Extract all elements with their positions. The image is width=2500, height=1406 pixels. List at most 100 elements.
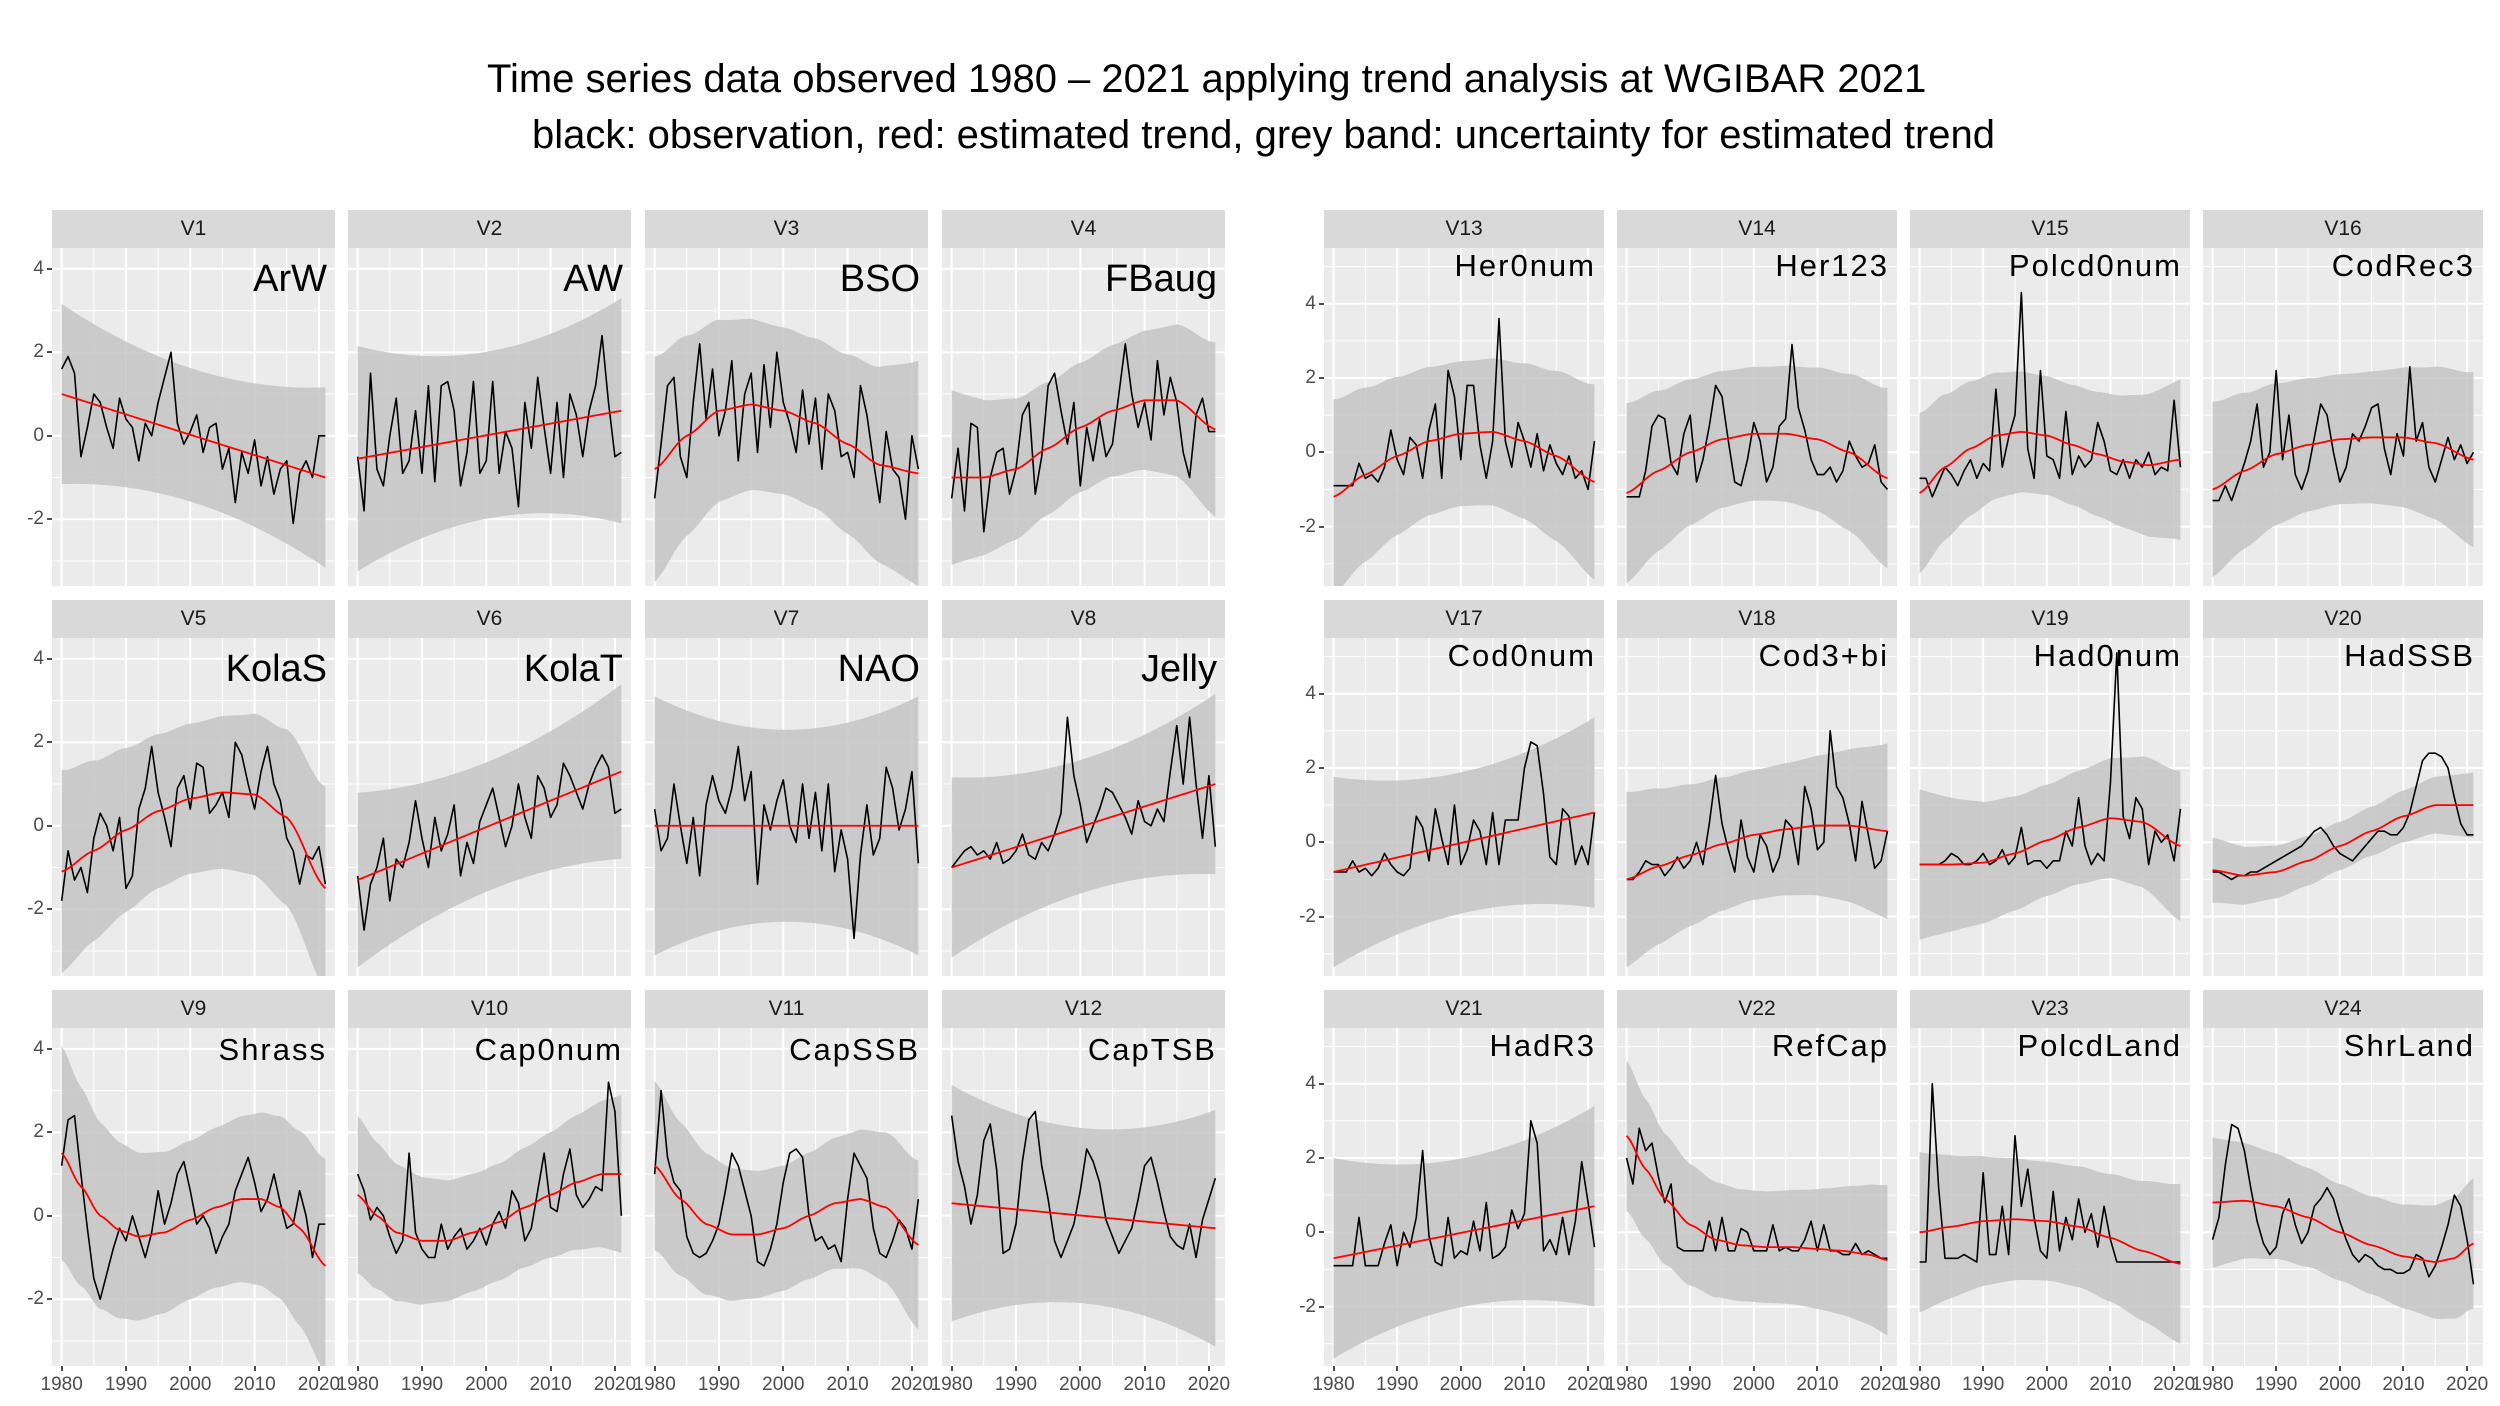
trend-series <box>357 409 622 460</box>
trend-series <box>2212 1199 2474 1263</box>
x-tick-label: 1990 <box>1962 1374 2005 1395</box>
y-tick-label: 4 <box>33 647 44 669</box>
facet-panel-v22: V22 RefCap <box>1617 990 1897 1366</box>
facet-series-label: RefCap <box>1771 1028 1889 1063</box>
plot-svg <box>1617 638 1897 976</box>
facet-panel-v5: V5 KolaS <box>52 600 335 976</box>
x-tick-label: 1980 <box>1312 1374 1355 1395</box>
facet-series-label: CodRec3 <box>2331 248 2475 283</box>
y-tick-mark <box>1319 1082 1324 1085</box>
plot-area <box>52 248 335 586</box>
facet-series-label: ShrLand <box>2343 1028 2475 1063</box>
x-tick-label: 1990 <box>1376 1374 1419 1395</box>
x-tick-mark <box>356 1366 359 1371</box>
x-tick-mark <box>1918 1366 1921 1371</box>
observation-series <box>950 1110 1217 1259</box>
y-tick-mark <box>47 1298 52 1301</box>
y-tick-mark <box>1319 525 1324 528</box>
x-tick-label: 1980 <box>336 1374 379 1395</box>
x-tick-mark <box>253 1366 256 1371</box>
plot-area <box>1324 638 1604 976</box>
facet-panel-v4: V4 FBaug <box>942 210 1225 586</box>
x-tick-mark <box>124 1366 127 1371</box>
x-tick-mark <box>1079 1366 1082 1371</box>
facet-panel-v15: V15 Polcd0num <box>1910 210 2190 586</box>
y-tick-mark <box>47 1047 52 1050</box>
plot-area <box>52 638 335 976</box>
y-tick-label: 4 <box>33 257 44 279</box>
observation-series <box>1626 730 1889 881</box>
observation-series <box>951 716 1217 868</box>
facet-strip-label: V18 <box>1617 600 1897 638</box>
y-tick-mark <box>47 351 52 354</box>
facet-strip-label: V7 <box>645 600 928 638</box>
y-tick-label: 2 <box>1305 757 1316 778</box>
uncertainty-band <box>2212 366 2474 578</box>
x-tick-label: 2010 <box>826 1374 869 1395</box>
plot-area <box>645 1028 928 1366</box>
plot-area <box>645 638 928 976</box>
uncertainty-band <box>1626 1060 1888 1336</box>
facet-strip-label: V8 <box>942 600 1225 638</box>
facet-panel-v9: V9 Shrass <box>52 990 335 1366</box>
y-tick-mark <box>1319 1305 1324 1308</box>
plot-svg <box>1617 1028 1897 1366</box>
x-tick-label: 2010 <box>2382 1374 2425 1395</box>
plot-area <box>2203 638 2483 976</box>
y-tick-label: -2 <box>27 508 44 530</box>
trend-series <box>951 1202 1216 1230</box>
facet-panel-v10: V10 Cap0num <box>348 990 631 1366</box>
facet-series-label: KolaT <box>523 648 623 690</box>
y-tick-mark <box>1319 451 1324 454</box>
plot-svg <box>52 638 335 976</box>
plot-area <box>1617 638 1897 976</box>
x-tick-label: 2000 <box>1059 1374 1102 1395</box>
observation-series <box>2212 366 2475 502</box>
facet-strip-label: V19 <box>1910 600 2190 638</box>
x-tick-label: 1980 <box>633 1374 676 1395</box>
x-tick-mark <box>1982 1366 1985 1371</box>
plot-svg <box>348 1028 631 1366</box>
x-tick-mark <box>613 1366 616 1371</box>
uncertainty-band <box>1919 1152 2181 1345</box>
plot-svg <box>1324 1028 1604 1366</box>
facet-strip-label: V14 <box>1617 210 1897 248</box>
facet-strip-label: V20 <box>2203 600 2483 638</box>
y-tick-mark <box>47 824 52 827</box>
x-tick-label: 1990 <box>1669 1374 1712 1395</box>
facet-series-label: CapSSB <box>789 1032 920 1067</box>
trend-series <box>2212 436 2474 491</box>
x-tick-label: 1980 <box>2191 1374 2234 1395</box>
plot-area <box>348 1028 631 1366</box>
y-tick-label: -2 <box>1299 1295 1316 1317</box>
x-tick-mark <box>1689 1366 1692 1371</box>
observation-series <box>2211 1123 2475 1285</box>
facet-series-label: Cod0num <box>1447 638 1596 673</box>
facet-panel-v14: V14 Her123 <box>1617 210 1897 586</box>
facet-panel-v6: V6 KolaT <box>348 600 631 976</box>
x-tick-mark <box>1396 1366 1399 1371</box>
y-tick-mark <box>1319 841 1324 844</box>
trend-series <box>1333 430 1595 498</box>
x-tick-label: 1980 <box>930 1374 973 1395</box>
x-tick-label: 1980 <box>40 1374 83 1395</box>
facet-series-label: Shrass <box>218 1032 327 1067</box>
x-tick-label: 1980 <box>1898 1374 1941 1395</box>
observation-series <box>1333 317 1596 491</box>
x-tick-mark <box>2275 1366 2278 1371</box>
uncertainty-band <box>654 318 919 586</box>
facet-strip-label: V6 <box>348 600 631 638</box>
facet-series-label: HadR3 <box>1489 1028 1596 1063</box>
y-tick-mark <box>1319 302 1324 305</box>
figure-title: Time series data observed 1980 – 2021 ap… <box>487 57 1927 101</box>
facet-series-label: Cod3+bi <box>1758 638 1889 673</box>
facet-panel-v16: V16 CodRec3 <box>2203 210 2483 586</box>
x-tick-label: 1990 <box>104 1374 148 1395</box>
x-tick-label: 2020 <box>2445 1374 2489 1395</box>
trend-series <box>61 791 327 889</box>
plot-area <box>1617 248 1897 586</box>
facet-strip-label: V3 <box>645 210 928 248</box>
trend-series <box>1333 1205 1595 1260</box>
facet-series-label: CapTSB <box>1087 1032 1217 1067</box>
plot-area <box>1324 1028 1604 1366</box>
